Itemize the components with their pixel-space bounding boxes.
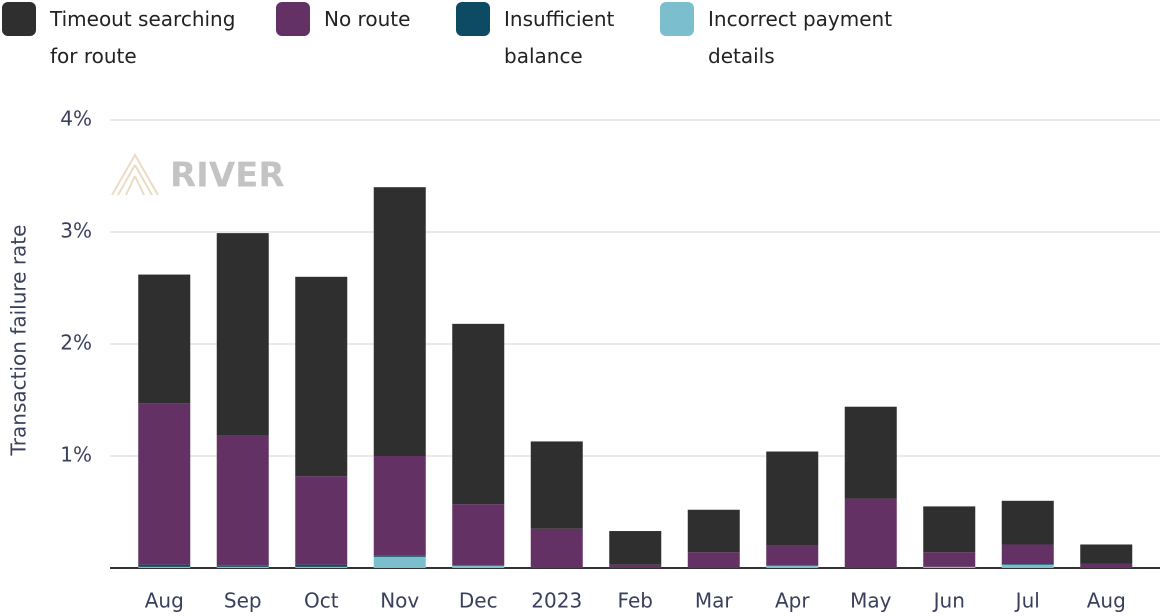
watermark-text: RIVER xyxy=(170,156,285,196)
x-tick-label: Sep xyxy=(224,589,262,613)
bar-segment xyxy=(373,456,426,556)
bar-segment xyxy=(452,565,505,568)
x-tick-label: Apr xyxy=(775,589,810,613)
y-tick-label: 3% xyxy=(60,219,92,243)
bar-segment xyxy=(373,556,426,568)
legend-swatch xyxy=(456,2,490,36)
bar-segment xyxy=(1001,544,1054,564)
bar-segment xyxy=(295,276,348,477)
legend-swatch xyxy=(276,2,310,36)
bar-segment xyxy=(687,509,740,553)
legend-swatch xyxy=(660,2,694,36)
legend: Timeout searching for route No route Insuf… xyxy=(0,0,1161,80)
bar-segment xyxy=(923,566,976,568)
bar-segment xyxy=(530,528,583,568)
x-tick-label: Dec xyxy=(459,589,498,613)
x-tick-label: Oct xyxy=(304,589,339,613)
bar-segment xyxy=(1001,500,1054,545)
bar-segment xyxy=(1001,563,1054,565)
x-tick-label: Jul xyxy=(1014,589,1040,613)
legend-swatch xyxy=(2,2,36,36)
bar-segment xyxy=(1001,564,1054,568)
y-tick-label: 2% xyxy=(60,331,92,355)
bar-segment xyxy=(766,451,819,546)
legend-item: Insufficient balance xyxy=(456,2,654,75)
bar-segment xyxy=(295,566,348,568)
bar-segment xyxy=(138,274,191,404)
bar-segment xyxy=(766,565,819,568)
bar-segment xyxy=(844,406,897,499)
x-tick-label: May xyxy=(850,589,892,613)
bar-segment xyxy=(373,187,426,456)
bar-segment xyxy=(295,476,348,565)
legend-label: Insufficient balance xyxy=(504,7,615,68)
watermark: RIVER xyxy=(111,152,285,196)
legend-label: Timeout searching for route xyxy=(50,7,236,68)
y-axis-label: Transaction failure rate xyxy=(7,225,31,457)
bar-segment xyxy=(373,555,426,557)
bar-segment xyxy=(452,323,505,505)
bar-segment xyxy=(216,233,269,436)
bar-segment xyxy=(216,565,269,567)
bar-segment xyxy=(138,566,191,568)
legend-item: Timeout searching for route xyxy=(2,2,260,75)
legend-label: Incorrect payment details xyxy=(708,7,893,68)
bar-segment xyxy=(609,531,662,565)
bar-segment xyxy=(687,552,740,568)
x-tick-label: Mar xyxy=(695,589,734,613)
x-tick-label: Aug xyxy=(1087,589,1126,613)
bar-segment xyxy=(216,435,269,566)
bar-segment xyxy=(1080,563,1133,568)
watermark-logo xyxy=(111,152,159,196)
x-tick-label: Feb xyxy=(618,589,653,613)
x-tick-label: Jun xyxy=(932,589,965,613)
bar-segment xyxy=(452,504,505,566)
legend-item: No route xyxy=(276,2,454,38)
bar-segment xyxy=(216,566,269,568)
bar-segment xyxy=(844,498,897,568)
x-tick-label: Aug xyxy=(145,589,184,613)
x-tick-label: Nov xyxy=(380,589,419,613)
bar-segment xyxy=(923,552,976,567)
bar-segment xyxy=(923,506,976,553)
y-tick-label: 1% xyxy=(60,443,92,467)
bar-segment xyxy=(530,441,583,529)
legend-label: No route xyxy=(324,7,411,31)
bar-segment xyxy=(766,545,819,566)
legend-item: Incorrect payment details xyxy=(660,2,893,75)
y-tick-label: 4% xyxy=(60,107,92,131)
bar-segment xyxy=(1080,544,1133,564)
x-tick-label: 2023 xyxy=(531,589,582,613)
bar-segment xyxy=(609,564,662,568)
bar-segment xyxy=(138,403,191,565)
bar-segment xyxy=(295,564,348,567)
bar-segment xyxy=(138,564,191,567)
